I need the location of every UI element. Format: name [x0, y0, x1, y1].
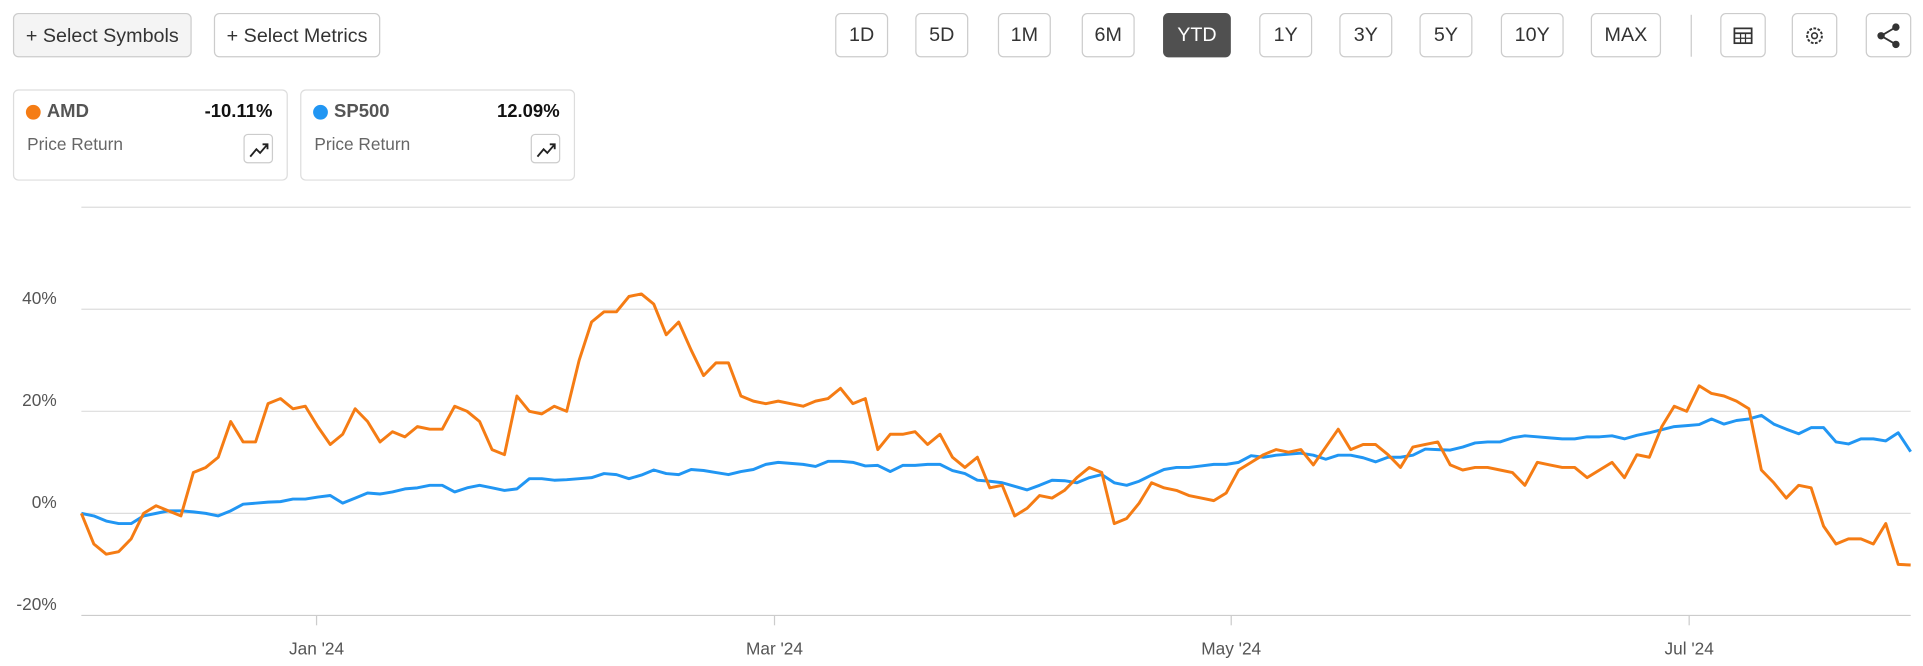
button-frame	[997, 12, 1051, 58]
card-frame	[12, 89, 288, 181]
settings-button[interactable]	[1791, 12, 1838, 58]
button-label: YTD	[1177, 24, 1216, 46]
y-tick-label: 40%	[22, 288, 57, 308]
chart-type-button[interactable]	[243, 133, 274, 164]
chart-type-button[interactable]	[530, 133, 561, 164]
range-button[interactable]: 5D	[915, 12, 969, 58]
x-tick-label: Mar '24	[746, 639, 803, 659]
legend-metric: Price Return	[27, 134, 123, 154]
legend-dot	[25, 104, 41, 120]
toolbar-button[interactable]: + Select Symbols	[12, 12, 192, 58]
legend-value: -10.11%	[205, 100, 273, 121]
x-tick-label: May '24	[1201, 639, 1261, 659]
button-frame	[213, 12, 381, 58]
button-frame	[835, 12, 889, 58]
legend-value: 12.09%	[497, 100, 560, 121]
range-button[interactable]: 5Y	[1419, 12, 1473, 58]
button-label: 1Y	[1274, 24, 1298, 46]
button-frame	[1590, 12, 1662, 58]
button-label: MAX	[1605, 24, 1648, 46]
button-frame	[1259, 12, 1313, 58]
y-tick-label: 0%	[32, 492, 57, 512]
series-line	[79, 292, 1911, 567]
range-button[interactable]: 1D	[835, 12, 889, 58]
button-frame	[1163, 12, 1231, 58]
button-frame	[1339, 12, 1393, 58]
button-label: 6M	[1094, 24, 1121, 46]
button-label: 5D	[929, 24, 954, 46]
button-frame	[1500, 12, 1564, 58]
button-label: 3Y	[1354, 24, 1378, 46]
x-tick-label: Jul '24	[1665, 639, 1715, 659]
x-tick-label: Jan '24	[289, 639, 344, 659]
button-frame	[1081, 12, 1135, 58]
range-button[interactable]: YTD	[1163, 12, 1231, 58]
legend-dot	[313, 104, 328, 120]
button-frame	[915, 12, 969, 58]
toolbar-button[interactable]: + Select Metrics	[213, 12, 381, 58]
legend-card: SP500 12.09% Price Return	[300, 89, 576, 181]
trend-icon	[536, 143, 556, 158]
legend-metric: Price Return	[314, 134, 410, 154]
button-label: + Select Symbols	[26, 25, 179, 47]
button-frame	[1419, 12, 1473, 58]
card-frame	[300, 89, 576, 181]
range-button[interactable]: 1M	[997, 12, 1051, 58]
button-label: 5Y	[1434, 24, 1458, 46]
button-label: 1D	[849, 24, 874, 46]
y-tick-label: -20%	[16, 594, 56, 614]
y-tick-label: 20%	[22, 390, 57, 410]
button-label: 1M	[1011, 24, 1038, 46]
button-label: 10Y	[1515, 24, 1550, 46]
button-label: + Select Metrics	[227, 25, 368, 47]
range-button[interactable]: 6M	[1081, 12, 1135, 58]
legend-card: AMD -10.11% Price Return	[12, 89, 288, 181]
trend-icon	[249, 143, 269, 158]
range-button[interactable]: 3Y	[1339, 12, 1393, 58]
legend-name: SP500	[334, 100, 389, 121]
share-button[interactable]	[1865, 12, 1912, 58]
range-button[interactable]: 1Y	[1259, 12, 1313, 58]
legend-name: AMD	[47, 100, 89, 121]
series-line	[81, 413, 1912, 526]
button-frame	[12, 12, 192, 58]
range-button[interactable]: 10Y	[1500, 12, 1564, 58]
range-button[interactable]: MAX	[1590, 12, 1662, 58]
table-button[interactable]	[1720, 12, 1766, 58]
